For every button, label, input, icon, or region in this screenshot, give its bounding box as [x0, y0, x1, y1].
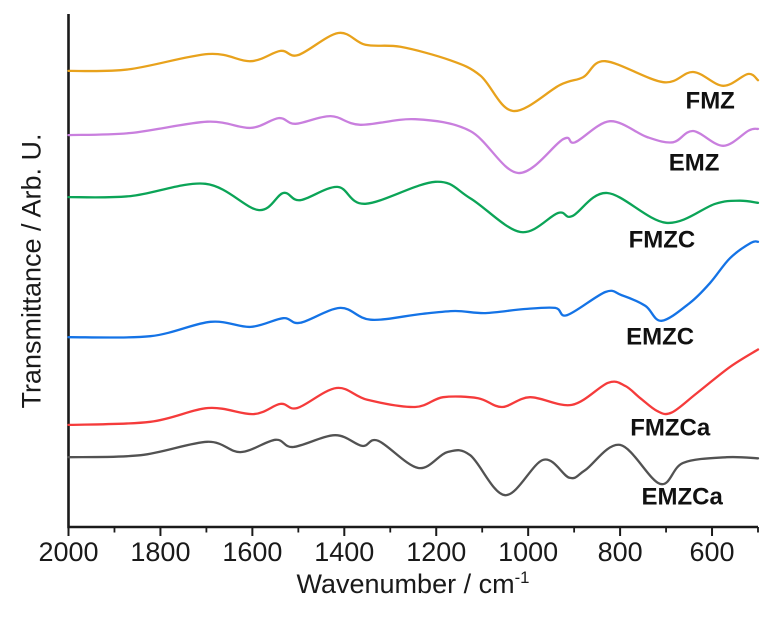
x-tick-label-800: 800	[598, 537, 643, 567]
curve-FMZC	[67, 180, 760, 234]
series-label-FMZCa: FMZCa	[630, 414, 711, 441]
series-label-EMZ: EMZ	[669, 149, 720, 176]
x-tick-label-2000: 2000	[38, 537, 98, 567]
x-tick-label-1400: 1400	[314, 537, 374, 567]
x-axis-title-superscript: -1	[514, 568, 530, 587]
curve-EMZCa	[67, 434, 760, 497]
x-tick-label-600: 600	[690, 537, 735, 567]
x-axis-title: Wavenumber / cm-1	[68, 568, 758, 600]
y-axis-title: Transmittance / Arb. U.	[15, 15, 49, 528]
curve-EMZC	[67, 240, 760, 339]
curve-FMZCa	[67, 348, 760, 427]
x-axis-title-text: Wavenumber / cm	[296, 569, 515, 599]
y-axis-title-text: Transmittance / Arb. U.	[16, 133, 47, 409]
series-label-FMZ: FMZ	[686, 88, 735, 115]
series-label-EMZC: EMZC	[626, 324, 694, 351]
series-label-FMZC: FMZC	[629, 227, 696, 254]
x-tick-label-1600: 1600	[222, 537, 282, 567]
curve-EMZ	[67, 114, 760, 175]
x-tick-label-1800: 1800	[130, 537, 190, 567]
x-tick-label-1000: 1000	[498, 537, 558, 567]
curve-FMZ	[67, 31, 760, 113]
x-tick-label-1200: 1200	[406, 537, 466, 567]
series-label-EMZCa: EMZCa	[641, 484, 723, 511]
